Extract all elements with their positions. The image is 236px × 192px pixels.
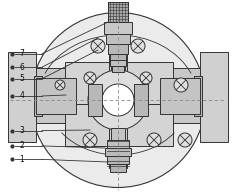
Bar [134, 84, 148, 116]
Bar [36, 78, 76, 114]
Bar [111, 128, 125, 168]
Text: 3: 3 [20, 126, 25, 135]
Circle shape [131, 39, 145, 53]
Bar [105, 148, 131, 156]
Bar [112, 66, 124, 72]
Ellipse shape [30, 12, 206, 188]
Text: 4: 4 [20, 92, 25, 100]
Bar [108, 44, 128, 54]
Circle shape [55, 80, 65, 90]
Bar [200, 52, 228, 142]
Bar [110, 54, 126, 64]
Text: 2: 2 [20, 142, 24, 150]
Bar [111, 12, 125, 70]
Text: 6: 6 [20, 63, 25, 72]
Bar [110, 60, 126, 66]
Bar [194, 76, 202, 116]
Bar [65, 104, 173, 146]
Bar [8, 52, 36, 142]
Circle shape [147, 133, 161, 147]
Bar [108, 2, 128, 22]
Bar [109, 10, 127, 72]
Text: 5: 5 [20, 74, 25, 83]
Bar [160, 78, 200, 114]
Bar [110, 164, 126, 172]
Circle shape [84, 72, 96, 84]
Circle shape [102, 84, 134, 116]
Circle shape [174, 78, 188, 92]
Bar [108, 2, 128, 22]
Bar [65, 62, 173, 104]
Bar [104, 22, 132, 34]
Bar [88, 84, 102, 116]
Bar [106, 34, 130, 44]
Bar [107, 140, 129, 148]
Bar [109, 126, 127, 168]
Circle shape [88, 70, 148, 130]
Text: 7: 7 [20, 49, 25, 58]
Circle shape [178, 133, 192, 147]
Circle shape [91, 39, 105, 53]
Bar [36, 68, 66, 123]
Bar [170, 68, 200, 123]
Circle shape [83, 133, 97, 147]
Text: 1: 1 [20, 155, 24, 164]
Bar [107, 156, 129, 164]
Circle shape [140, 72, 152, 84]
Bar [34, 76, 42, 116]
